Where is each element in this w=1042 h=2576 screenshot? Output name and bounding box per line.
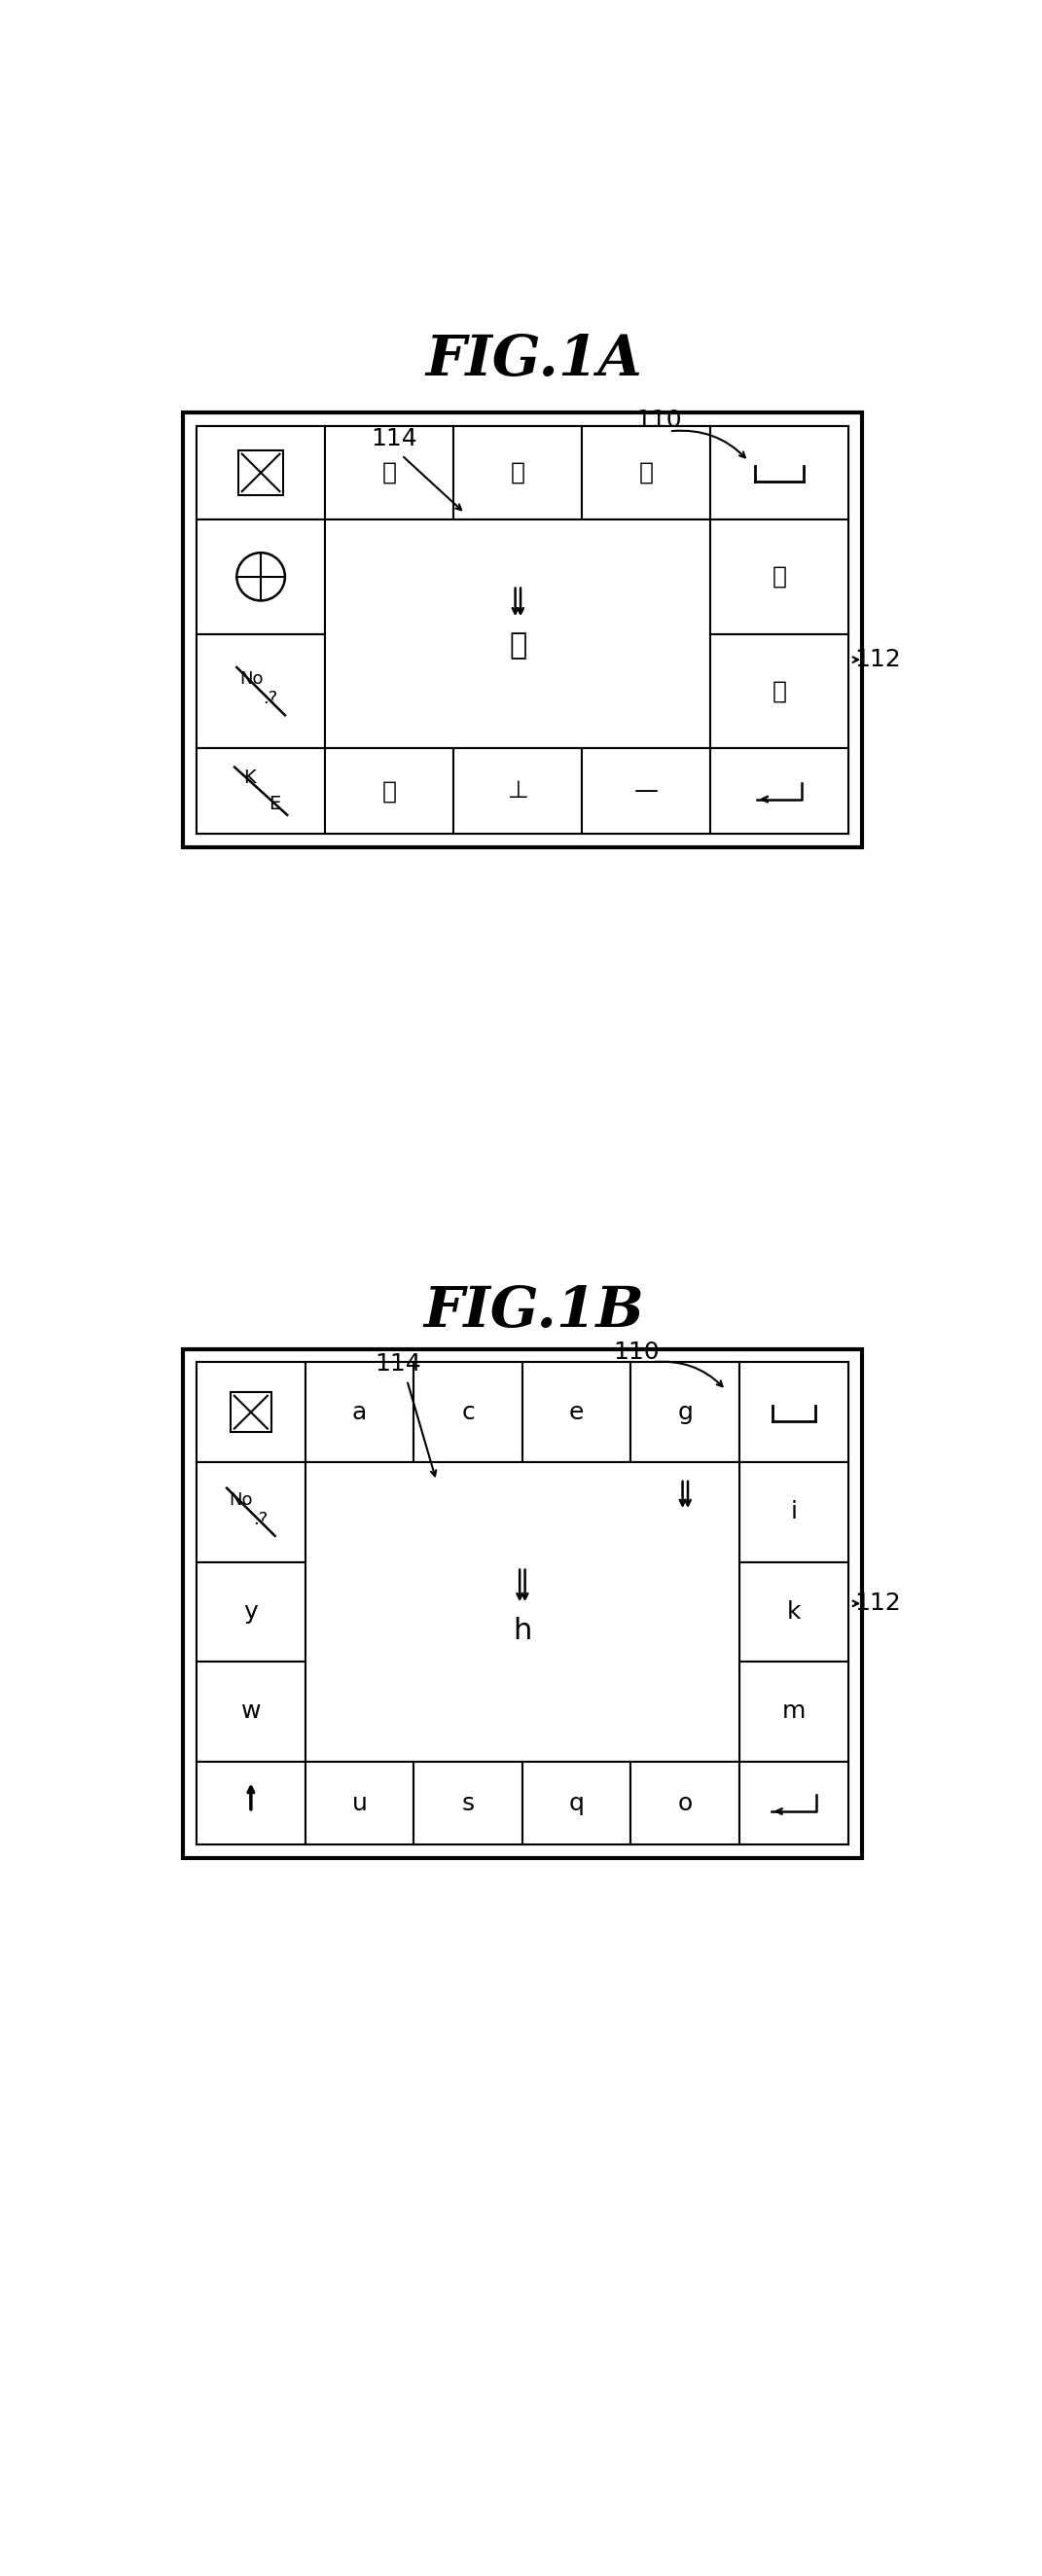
Text: c: c: [462, 1401, 475, 1425]
Bar: [305, 1762, 414, 1844]
Text: o: o: [677, 1790, 693, 1814]
Text: h: h: [513, 1615, 531, 1643]
Text: i: i: [791, 1499, 797, 1522]
Bar: [197, 1561, 305, 1662]
Bar: [183, 1350, 862, 1857]
Bar: [740, 1662, 848, 1762]
Bar: [522, 1363, 630, 1463]
Text: K: K: [244, 768, 255, 786]
Text: FIG.1B: FIG.1B: [423, 1283, 644, 1340]
Text: FIG.1A: FIG.1A: [425, 332, 642, 386]
Bar: [711, 750, 848, 835]
Text: E: E: [269, 796, 280, 814]
Text: g: g: [677, 1401, 693, 1425]
Bar: [197, 1662, 305, 1762]
Bar: [197, 425, 325, 520]
Text: u: u: [352, 1790, 367, 1814]
Bar: [740, 1363, 848, 1463]
Bar: [711, 634, 848, 750]
Bar: [582, 750, 711, 835]
Bar: [630, 1762, 740, 1844]
Bar: [305, 1363, 414, 1463]
Text: .?: .?: [264, 690, 278, 708]
Text: 112: 112: [854, 1592, 900, 1615]
Bar: [453, 425, 582, 520]
Text: ㅅ: ㅅ: [772, 564, 787, 587]
Text: 114: 114: [371, 428, 418, 451]
Text: 110: 110: [636, 410, 681, 433]
Bar: [197, 1363, 848, 1844]
Text: —: —: [635, 781, 659, 804]
Bar: [711, 520, 848, 634]
Bar: [453, 750, 582, 835]
Text: ㅋ: ㅋ: [772, 680, 787, 703]
Text: k: k: [787, 1600, 801, 1623]
Text: ㅓ: ㅓ: [382, 781, 397, 804]
Text: ⊥: ⊥: [507, 781, 528, 804]
Text: No: No: [240, 670, 263, 688]
Bar: [740, 1463, 848, 1561]
Bar: [325, 425, 453, 520]
Text: q: q: [569, 1790, 585, 1814]
Bar: [414, 1762, 522, 1844]
Text: m: m: [782, 1700, 805, 1723]
Text: ㄹ: ㄹ: [510, 631, 527, 659]
Text: .?: .?: [253, 1510, 268, 1528]
Bar: [582, 425, 711, 520]
Text: ㄷ: ㄷ: [511, 461, 525, 484]
Bar: [197, 634, 325, 750]
Bar: [197, 750, 325, 835]
Bar: [630, 1363, 740, 1463]
Text: s: s: [462, 1790, 474, 1814]
Bar: [197, 1762, 305, 1844]
Bar: [522, 1762, 630, 1844]
Text: e: e: [569, 1401, 585, 1425]
Bar: [305, 1463, 740, 1762]
Bar: [197, 1463, 305, 1561]
Bar: [197, 520, 325, 634]
Text: 110: 110: [613, 1342, 660, 1365]
Text: No: No: [229, 1492, 253, 1510]
Text: ㄱ: ㄱ: [382, 461, 397, 484]
Text: y: y: [244, 1600, 258, 1623]
Bar: [325, 750, 453, 835]
Text: w: w: [241, 1700, 260, 1723]
Bar: [197, 1363, 305, 1463]
Bar: [325, 520, 711, 750]
Text: 114: 114: [375, 1352, 421, 1376]
Text: a: a: [352, 1401, 367, 1425]
Bar: [740, 1762, 848, 1844]
Bar: [183, 412, 862, 848]
Bar: [230, 1391, 271, 1432]
Bar: [197, 425, 848, 835]
Text: 112: 112: [854, 649, 900, 672]
Bar: [414, 1363, 522, 1463]
Text: ㅁ: ㅁ: [639, 461, 653, 484]
Bar: [740, 1561, 848, 1662]
Bar: [711, 425, 848, 520]
Bar: [239, 451, 283, 495]
